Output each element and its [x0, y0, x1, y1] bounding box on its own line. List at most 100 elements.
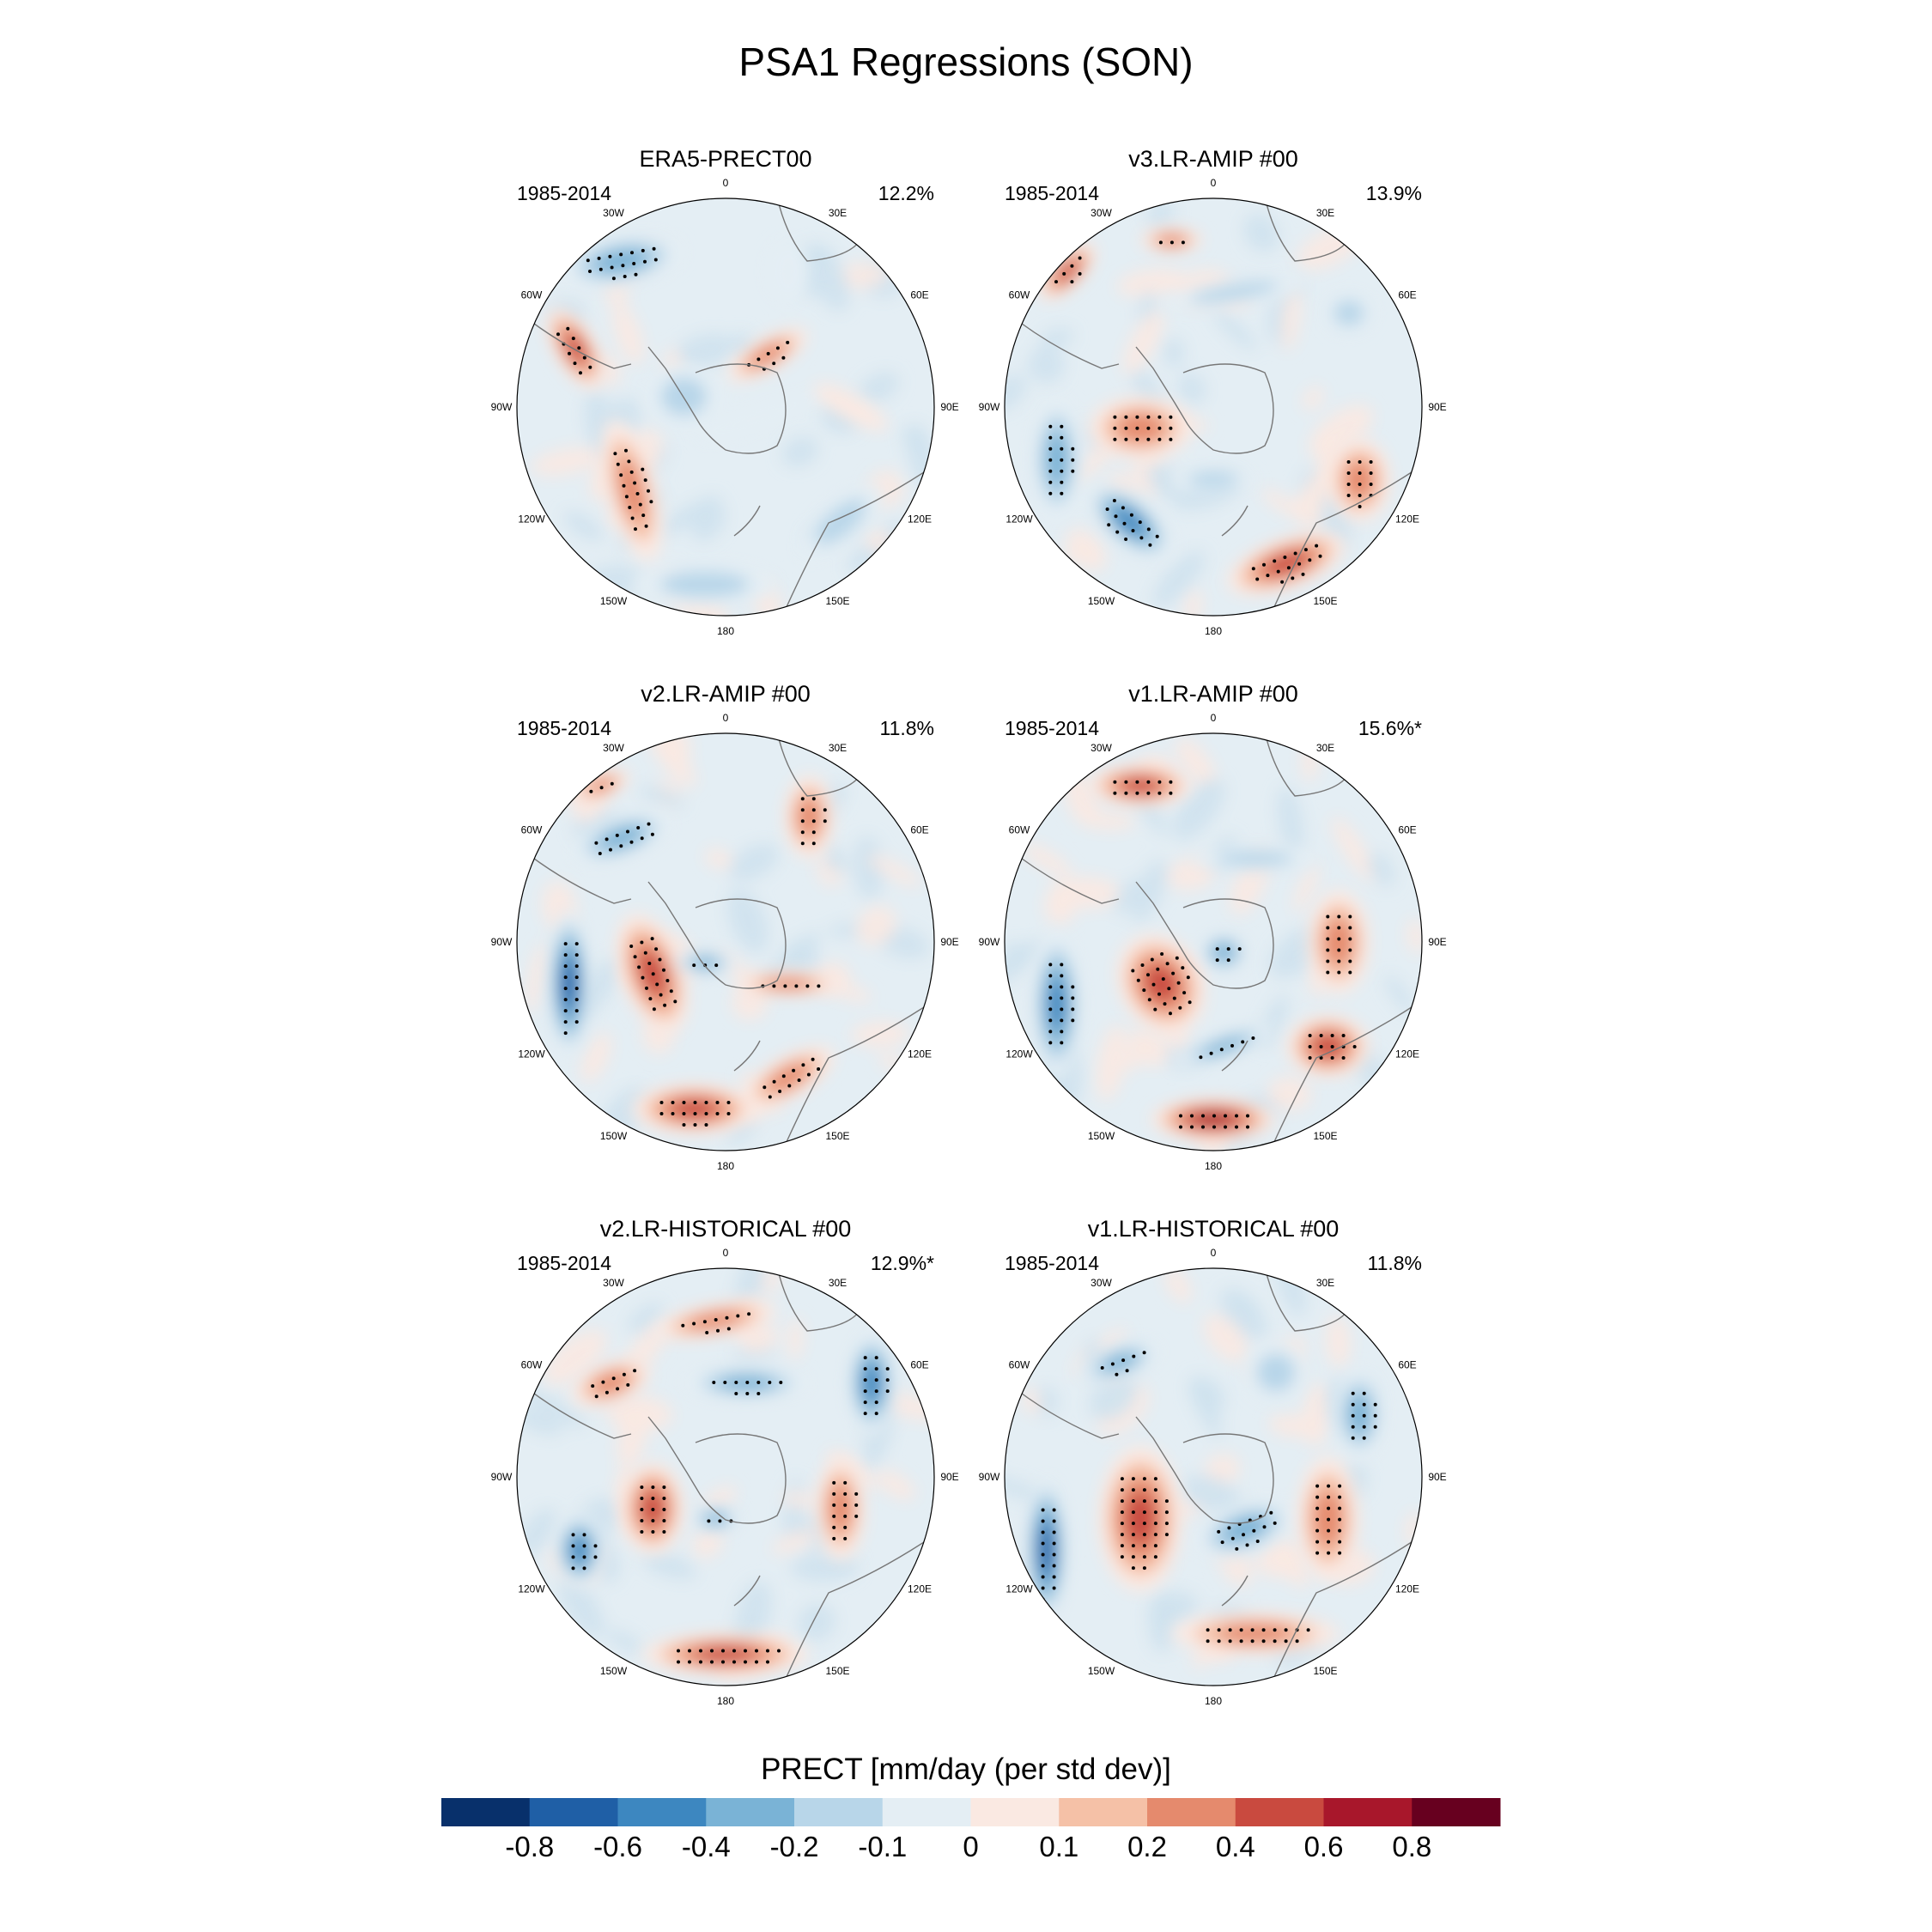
stipple-dot [1338, 1506, 1342, 1510]
stipple-dot [1237, 947, 1242, 951]
stipple-dot [1308, 558, 1312, 562]
stipple-dot [577, 346, 581, 350]
stipple-dot [756, 357, 761, 361]
stipple-dot [662, 1508, 666, 1511]
stipple-dot [714, 963, 719, 968]
anomaly-patch [1163, 337, 1185, 368]
stipple-dot [1060, 1030, 1064, 1034]
stipple-dot [1070, 264, 1074, 268]
stipple-dot [593, 1555, 598, 1559]
stipple-dot [1164, 1499, 1169, 1504]
stipple-dot [619, 252, 623, 257]
panel-percent: 11.8% [879, 717, 934, 739]
longitude-label: 150W [600, 1665, 628, 1677]
stipple-dot [619, 473, 623, 477]
stipple-dot [1142, 1544, 1146, 1548]
anomaly-patch [859, 372, 900, 403]
new-zealand-coast [1221, 505, 1249, 537]
stipple-dot [797, 1078, 801, 1082]
stipple-dot [1052, 1552, 1056, 1557]
stipple-dot [659, 993, 663, 997]
longitude-label: 150W [600, 1130, 628, 1142]
stipple-dot [1348, 970, 1352, 975]
panel-percent: 12.2% [878, 182, 934, 204]
stipple-dot [641, 248, 645, 252]
anomaly-patch [1189, 1376, 1222, 1438]
anomaly-patch [1040, 328, 1074, 348]
stipple-dot [1362, 1413, 1366, 1418]
stipple-dot [854, 1492, 859, 1496]
stipple-dot [832, 1514, 836, 1518]
anomaly-patch [1261, 489, 1304, 519]
anomaly-patch [1148, 462, 1179, 498]
stipple-dot [1158, 240, 1163, 245]
stipple-dot [1151, 982, 1156, 987]
anomaly-region [1348, 1394, 1371, 1435]
stipple-dot [1131, 1533, 1135, 1537]
stipple-dot [1315, 1495, 1320, 1499]
panel-title: ERA5-PRECT00 [639, 146, 811, 172]
stipple-dot [1215, 958, 1219, 963]
stipple-dot [702, 1320, 707, 1324]
stipple-dot [645, 986, 648, 990]
anomaly-patch [726, 1118, 757, 1145]
stipple-dot [582, 1566, 586, 1571]
stipple-dot [832, 1525, 836, 1529]
stipple-dot [1169, 415, 1173, 419]
stipple-dot [1121, 506, 1125, 510]
stipple-dot [640, 940, 644, 945]
stipple-dot [1071, 447, 1075, 451]
stipple-dot [772, 984, 776, 988]
stipple-dot [1169, 1012, 1172, 1016]
anomaly-patch [1116, 268, 1188, 297]
stipple-dot [1157, 415, 1162, 419]
anomaly-patch [1089, 1375, 1138, 1421]
stipple-dot [598, 267, 603, 271]
regression-field [1005, 733, 1422, 1151]
longitude-label: 90W [979, 936, 1000, 948]
stipple-dot [586, 258, 590, 263]
longitude-label: 60E [1398, 824, 1416, 836]
longitude-label: 120E [1395, 1048, 1419, 1060]
stipple-dot [1351, 1413, 1355, 1418]
stipple-dot [1235, 1125, 1238, 1129]
stipple-dot [1157, 992, 1161, 996]
anomaly-patch [902, 428, 925, 451]
stipple-dot [1188, 1000, 1192, 1005]
longitude-label: 30W [1091, 1277, 1112, 1289]
longitude-label: 0 [1211, 712, 1217, 724]
colorbar-box [1412, 1798, 1501, 1826]
stipple-dot [682, 1123, 686, 1127]
stipple-dot [1114, 514, 1118, 519]
stipple-dot [652, 1007, 656, 1012]
colorbar-tick-label: -0.6 [593, 1831, 642, 1862]
stipple-dot [1048, 996, 1053, 1000]
stipple-dot [1048, 1030, 1053, 1034]
stipple-dot [1308, 1034, 1312, 1037]
stipple-dot [651, 1519, 655, 1522]
stipple-dot [1131, 1555, 1135, 1559]
stipple-dot [1326, 959, 1330, 963]
longitude-label: 150E [825, 595, 849, 607]
map-boundary [1004, 197, 1423, 617]
longitude-label: 120E [908, 1583, 932, 1595]
longitude-label: 180 [1205, 1695, 1222, 1707]
anomaly-patch [617, 1406, 647, 1469]
stipple-dot [1060, 447, 1064, 451]
longitude-label: 0 [1211, 1247, 1217, 1259]
stipple-dot [693, 1112, 697, 1115]
longitude-label: 60E [910, 289, 928, 301]
stipple-dot [768, 1381, 772, 1384]
map-panel: ERA5-PRECT00 1985-2014 12.2% 0 30E 60E 90E 120E… [491, 146, 959, 637]
anomaly-patch [1177, 373, 1206, 404]
anomaly-region [1189, 281, 1279, 304]
stipple-dot [671, 1101, 675, 1104]
stipple-dot [627, 459, 631, 464]
stipple-dot [747, 1312, 751, 1316]
panel-percent: 15.6%* [1358, 717, 1422, 739]
anomaly-region [593, 248, 649, 273]
longitude-label: 150E [825, 1130, 849, 1142]
longitude-label: 150E [1313, 1130, 1337, 1142]
anomaly-patch [1096, 1024, 1127, 1101]
stipple-dot [1048, 480, 1053, 484]
